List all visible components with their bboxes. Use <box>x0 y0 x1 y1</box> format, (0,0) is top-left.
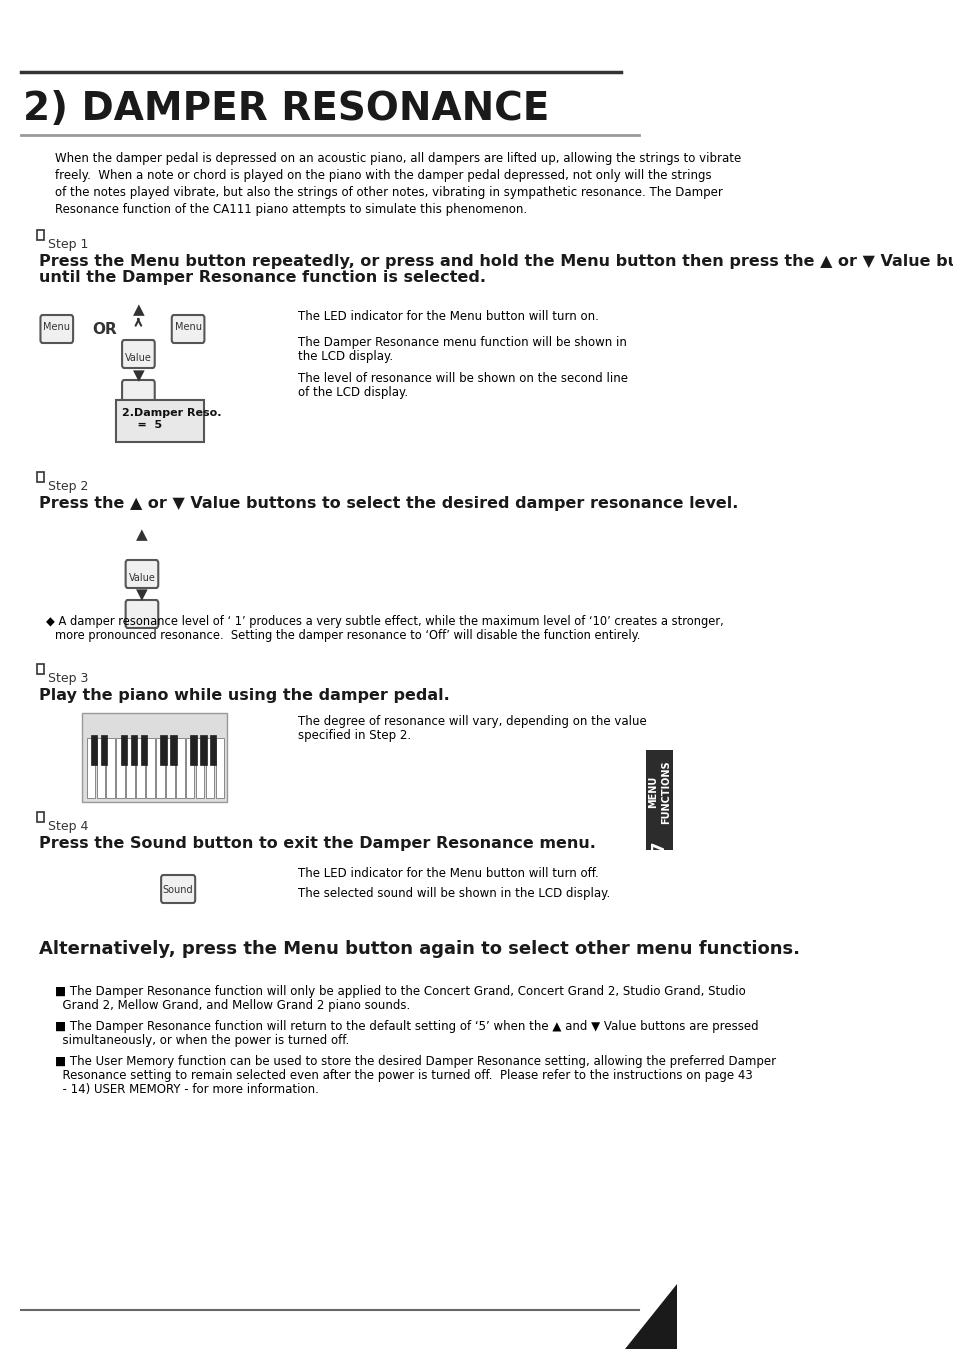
Bar <box>107 738 115 799</box>
FancyBboxPatch shape <box>37 664 44 674</box>
FancyBboxPatch shape <box>122 380 154 407</box>
FancyBboxPatch shape <box>37 472 44 482</box>
Text: Press the ▲ or ▼ Value buttons to select the desired damper resonance level.: Press the ▲ or ▼ Value buttons to select… <box>39 496 738 511</box>
Bar <box>87 738 95 799</box>
Text: freely.  When a note or chord is played on the piano with the damper pedal depre: freely. When a note or chord is played o… <box>55 169 711 182</box>
Bar <box>131 735 137 765</box>
Bar <box>190 735 196 765</box>
Bar <box>140 735 147 765</box>
Text: ▲: ▲ <box>132 302 144 317</box>
Text: MENU
FUNCTIONS: MENU FUNCTIONS <box>647 759 670 824</box>
Bar <box>136 738 145 799</box>
Text: ▼: ▼ <box>132 368 144 383</box>
Text: Value: Value <box>125 353 152 363</box>
FancyBboxPatch shape <box>161 876 195 902</box>
Text: Page: Page <box>647 15 671 26</box>
Text: Menu: Menu <box>174 322 201 332</box>
Bar <box>210 735 216 765</box>
Text: the LCD display.: the LCD display. <box>297 349 393 363</box>
Text: ▲: ▲ <box>136 527 148 542</box>
Text: Alternatively, press the Menu button again to select other menu functions.: Alternatively, press the Menu button aga… <box>39 940 800 958</box>
Text: The level of resonance will be shown on the second line: The level of resonance will be shown on … <box>297 372 627 384</box>
Text: specified in Step 2.: specified in Step 2. <box>297 728 411 742</box>
Text: ◆ A damper resonance level of ‘ 1’ produces a very subtle effect, while the maxi: ◆ A damper resonance level of ‘ 1’ produ… <box>46 615 723 629</box>
FancyBboxPatch shape <box>37 229 44 240</box>
Bar <box>176 738 184 799</box>
Text: ▼: ▼ <box>136 587 148 602</box>
Bar <box>146 738 154 799</box>
Bar <box>200 735 206 765</box>
Text: Press the Sound button to exit the Damper Resonance menu.: Press the Sound button to exit the Dampe… <box>39 836 596 851</box>
Text: more pronounced resonance.  Setting the damper resonance to ‘Off’ will disable t: more pronounced resonance. Setting the d… <box>55 629 640 642</box>
Text: until the Damper Resonance function is selected.: until the Damper Resonance function is s… <box>39 270 485 285</box>
FancyBboxPatch shape <box>37 812 44 822</box>
Bar <box>166 738 174 799</box>
Polygon shape <box>624 1284 677 1349</box>
FancyBboxPatch shape <box>40 316 73 343</box>
FancyBboxPatch shape <box>126 600 158 629</box>
Text: OR: OR <box>92 322 117 337</box>
Text: Press the Menu button repeatedly, or press and hold the Menu button then press t: Press the Menu button repeatedly, or pre… <box>39 254 953 268</box>
Bar <box>160 735 167 765</box>
Text: When the damper pedal is depressed on an acoustic piano, all dampers are lifted : When the damper pedal is depressed on an… <box>55 152 740 165</box>
Bar <box>206 738 214 799</box>
Text: The LED indicator for the Menu button will turn on.: The LED indicator for the Menu button wi… <box>297 310 598 322</box>
Bar <box>171 735 176 765</box>
FancyBboxPatch shape <box>82 714 227 803</box>
Text: Sound: Sound <box>163 885 193 894</box>
Text: 27: 27 <box>647 28 676 49</box>
Text: Play the piano while using the damper pedal.: Play the piano while using the damper pe… <box>39 688 449 703</box>
Text: Menu: Menu <box>43 322 71 332</box>
FancyBboxPatch shape <box>172 316 204 343</box>
Bar <box>91 735 97 765</box>
Text: - 14) USER MEMORY - for more information.: - 14) USER MEMORY - for more information… <box>55 1083 319 1095</box>
Bar <box>156 738 165 799</box>
Text: 2.Damper Reso.: 2.Damper Reso. <box>122 407 221 418</box>
Text: of the notes played vibrate, but also the strings of other notes, vibrating in s: of the notes played vibrate, but also th… <box>55 186 722 200</box>
Text: The LED indicator for the Menu button will turn off.: The LED indicator for the Menu button wi… <box>297 867 598 880</box>
Bar <box>215 738 224 799</box>
Text: Step 3: Step 3 <box>49 672 89 685</box>
FancyBboxPatch shape <box>115 401 204 442</box>
Text: The selected sound will be shown in the LCD display.: The selected sound will be shown in the … <box>297 888 610 900</box>
Text: Resonance setting to remain selected even after the power is turned off.  Please: Resonance setting to remain selected eve… <box>55 1068 752 1082</box>
Text: Step 2: Step 2 <box>49 480 89 492</box>
FancyBboxPatch shape <box>126 560 158 588</box>
Bar <box>120 735 127 765</box>
Text: simultaneously, or when the power is turned off.: simultaneously, or when the power is tur… <box>55 1033 349 1047</box>
Text: Value: Value <box>129 573 155 583</box>
Text: Grand 2, Mellow Grand, and Mellow Grand 2 piano sounds.: Grand 2, Mellow Grand, and Mellow Grand … <box>55 1000 410 1012</box>
Text: The degree of resonance will vary, depending on the value: The degree of resonance will vary, depen… <box>297 715 646 728</box>
Bar <box>126 738 134 799</box>
Text: of the LCD display.: of the LCD display. <box>297 386 408 399</box>
Bar <box>186 738 194 799</box>
Text: 2) DAMPER RESONANCE: 2) DAMPER RESONANCE <box>23 90 549 128</box>
Text: ■ The Damper Resonance function will return to the default setting of ‘5’ when t: ■ The Damper Resonance function will ret… <box>55 1020 759 1033</box>
FancyBboxPatch shape <box>645 750 672 850</box>
Bar <box>116 738 125 799</box>
Bar <box>96 738 105 799</box>
Text: Step 4: Step 4 <box>49 820 89 832</box>
Text: ■ The Damper Resonance function will only be applied to the Concert Grand, Conce: ■ The Damper Resonance function will onl… <box>55 985 745 998</box>
Bar <box>195 738 204 799</box>
Text: Resonance function of the CA111 piano attempts to simulate this phenomenon.: Resonance function of the CA111 piano at… <box>55 202 527 216</box>
Bar <box>101 735 107 765</box>
Text: The Damper Resonance menu function will be shown in: The Damper Resonance menu function will … <box>297 336 626 349</box>
Text: Step 1: Step 1 <box>49 237 89 251</box>
FancyBboxPatch shape <box>122 340 154 368</box>
Text: ■ The User Memory function can be used to store the desired Damper Resonance set: ■ The User Memory function can be used t… <box>55 1055 776 1068</box>
Text: =  5: = 5 <box>122 420 162 430</box>
Text: 7: 7 <box>650 840 668 851</box>
